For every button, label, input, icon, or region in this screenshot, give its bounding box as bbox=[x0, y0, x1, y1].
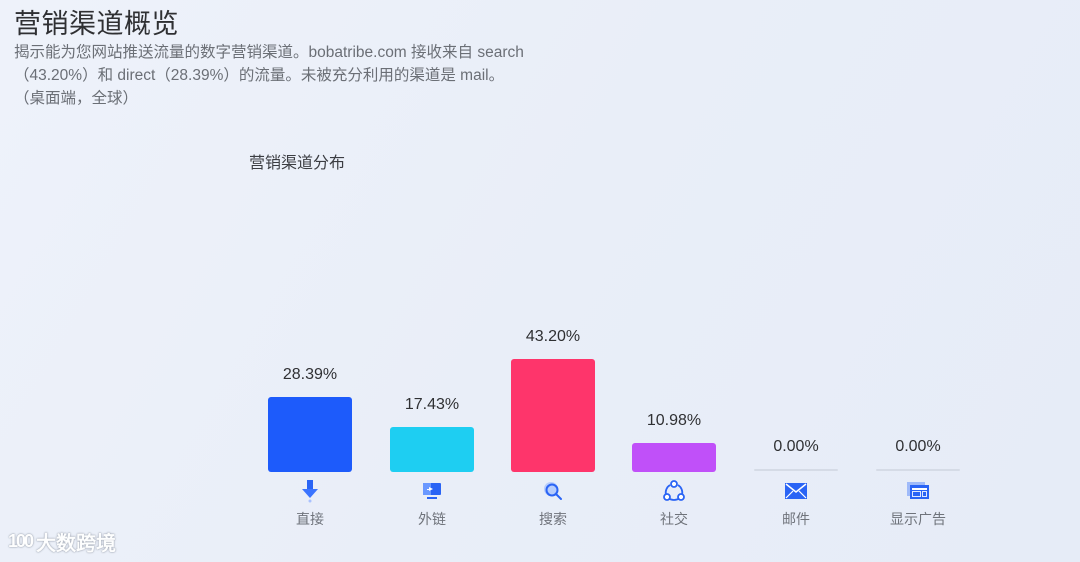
value-label: 0.00% bbox=[773, 438, 819, 455]
bar-social[interactable] bbox=[632, 443, 716, 472]
watermark-logo: 100 bbox=[8, 531, 34, 551]
description-line-2: （43.20%）和 direct（28.39%）的流量。未被充分利用的渠道是 m… bbox=[14, 67, 505, 84]
search-icon bbox=[539, 478, 567, 504]
chart-title: 营销渠道分布 bbox=[249, 155, 346, 172]
value-label: 17.43% bbox=[404, 396, 460, 413]
page-description: 揭示能为您网站推送流量的数字营销渠道。bobatribe.com 接收来自 se… bbox=[14, 41, 594, 110]
bar-mail-baseline[interactable] bbox=[754, 469, 838, 471]
description-line-1: 揭示能为您网站推送流量的数字营销渠道。bobatribe.com 接收来自 se… bbox=[14, 44, 524, 61]
category-label: 社交 bbox=[660, 511, 688, 527]
page-title: 营销渠道概览 bbox=[14, 9, 179, 39]
value-label: 28.39% bbox=[282, 366, 338, 383]
bar-display-ads-baseline[interactable] bbox=[876, 469, 960, 471]
category-label: 显示广告 bbox=[890, 511, 946, 527]
description-line-3: （桌面端，全球） bbox=[14, 90, 139, 107]
category-label: 外链 bbox=[418, 511, 446, 527]
bar-direct[interactable] bbox=[268, 397, 352, 472]
watermark: 100 大数跨境 bbox=[8, 527, 116, 556]
watermark-text: 大数跨境 bbox=[36, 533, 117, 555]
value-label: 10.98% bbox=[646, 412, 702, 429]
bar-referral[interactable] bbox=[390, 427, 474, 472]
category-label: 直接 bbox=[296, 511, 324, 527]
category-label: 搜索 bbox=[539, 511, 567, 527]
value-label: 43.20% bbox=[525, 328, 581, 345]
share-icon bbox=[660, 478, 688, 504]
monitor-link-icon bbox=[418, 478, 446, 504]
category-label: 邮件 bbox=[782, 511, 810, 527]
value-label: 0.00% bbox=[895, 438, 941, 455]
display-ad-icon bbox=[904, 478, 932, 504]
arrow-down-icon bbox=[296, 478, 324, 504]
bar-search[interactable] bbox=[511, 359, 595, 472]
mail-icon bbox=[782, 478, 810, 504]
